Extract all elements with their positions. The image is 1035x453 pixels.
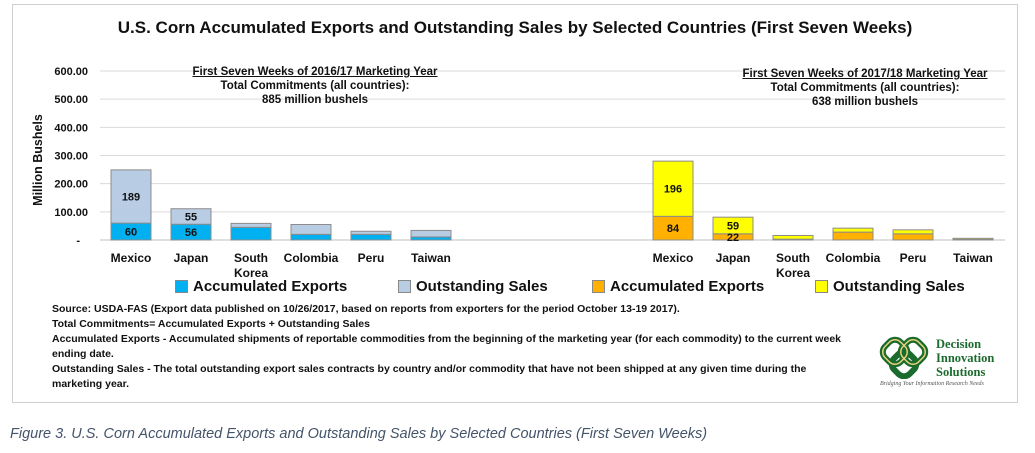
note-accumulated-exports: Accumulated Exports - Accumulated shipme… [52,333,841,360]
note-total-commitments: Total Commitments= Accumulated Exports +… [52,318,370,330]
chart-notes: Source: USDA-FAS (Export data published … [52,302,852,392]
figure-frame [12,4,1018,403]
bar-outstanding [350,230,392,235]
bar-outstanding [170,208,212,225]
logo-line: Solutions [936,365,986,379]
legend-item-2016-exports: Accumulated Exports [175,278,347,295]
bar-outstanding [772,234,814,240]
legend-item-2017-exports: Accumulated Exports [592,278,764,295]
y-tick-label: 500.00 [54,94,88,106]
x-tick-label: Korea [234,266,268,280]
legend-item-2016-outstanding: Outstanding Sales [398,278,548,295]
note-source: Source: USDA-FAS (Export data published … [52,303,680,315]
x-tick-label: Colombia [826,251,881,265]
data-label: 55 [185,211,197,223]
y-axis-label: Million Bushels [31,114,45,206]
bar-outstanding [832,227,874,233]
legend-label: Outstanding Sales [416,278,548,295]
logo-line: Innovation [936,351,995,365]
bar-exports [230,226,272,241]
chart-title: U.S. Corn Accumulated Exports and Outsta… [117,18,913,37]
annotation-2017-line2: Total Commitments (all countries): [770,82,960,94]
legend-swatch [175,280,188,293]
x-tick-label: Japan [716,251,751,265]
annotation-2017-line3: 638 million bushels [811,96,919,108]
bar-outstanding [230,222,272,228]
data-label: 84 [667,223,680,235]
x-tick-label: Taiwan [411,251,451,265]
bar-outstanding [652,160,694,217]
annotation-2016-line2: Total Commitments (all countries): [220,80,410,92]
annotation-2016-line3: 885 million bushels [261,94,369,106]
figure-caption: Figure 3. U.S. Corn Accumulated Exports … [10,426,708,442]
x-tick-label: Japan [174,251,209,265]
x-tick-label: Taiwan [953,251,993,265]
x-tick-label: Peru [358,251,385,265]
annotation-2016-heading: First Seven Weeks of 2016/17 Marketing Y… [192,66,438,78]
x-tick-label: South [234,251,268,265]
data-label: 196 [664,184,682,196]
y-tick-label: 600.00 [54,66,88,78]
bar-outstanding [712,216,754,235]
annotation-2017: First Seven Weeks of 2017/18 Marketing Y… [720,67,1010,109]
bar-exports [290,233,332,241]
note-outstanding-sales: Outstanding Sales - The total outstandin… [52,363,807,390]
x-tick-label: Mexico [111,251,152,265]
x-tick-label: Peru [900,251,927,265]
chart-plot: - 100.00 200.00 300.00 400.00 500.00 600.00 60 1… [31,66,1005,280]
bar-outstanding [892,229,934,235]
data-label: 22 [727,232,739,244]
x-tick-label: Colombia [284,251,339,265]
x-tick-label: Korea [776,266,810,280]
legend-swatch [398,280,411,293]
legend-label: Accumulated Exports [610,278,765,295]
bar-outstanding [110,169,152,224]
y-tick-label: 200.00 [54,179,88,191]
knot-logo-icon [879,336,929,380]
annotation-2017-heading: First Seven Weeks of 2017/18 Marketing Y… [742,68,988,80]
data-label: 60 [125,227,137,239]
legend-swatch [815,280,828,293]
data-label: 56 [185,227,197,239]
y-tick-label: 300.00 [54,151,88,163]
bar-exports [892,233,934,241]
bar-outstanding [952,237,994,240]
legend-swatch [592,280,605,293]
bar-outstanding [290,224,332,235]
x-tick-label: Mexico [653,251,694,265]
annotation-2016: First Seven Weeks of 2016/17 Marketing Y… [170,65,460,107]
data-label: 189 [122,191,140,203]
logo-text: Decision Innovation Solutions [936,337,994,379]
y-tick-label: - [76,235,80,247]
legend-label: Accumulated Exports [193,278,348,295]
bar-outstanding [410,229,452,238]
y-tick-label: 100.00 [54,207,88,219]
legend-item-2017-outstanding: Outstanding Sales [815,278,965,295]
bar-exports [350,233,392,241]
logo-line: Decision [936,337,982,351]
bar-exports [832,231,874,241]
data-label: 59 [727,220,739,232]
y-tick-label: 400.00 [54,122,88,134]
x-tick-label: South [776,251,810,265]
logo-tagline: Bridging Your Information Research Needs [880,381,984,387]
company-logo: Decision Innovation Solutions Bridging Y… [878,335,1018,395]
legend-label: Outstanding Sales [833,278,965,295]
